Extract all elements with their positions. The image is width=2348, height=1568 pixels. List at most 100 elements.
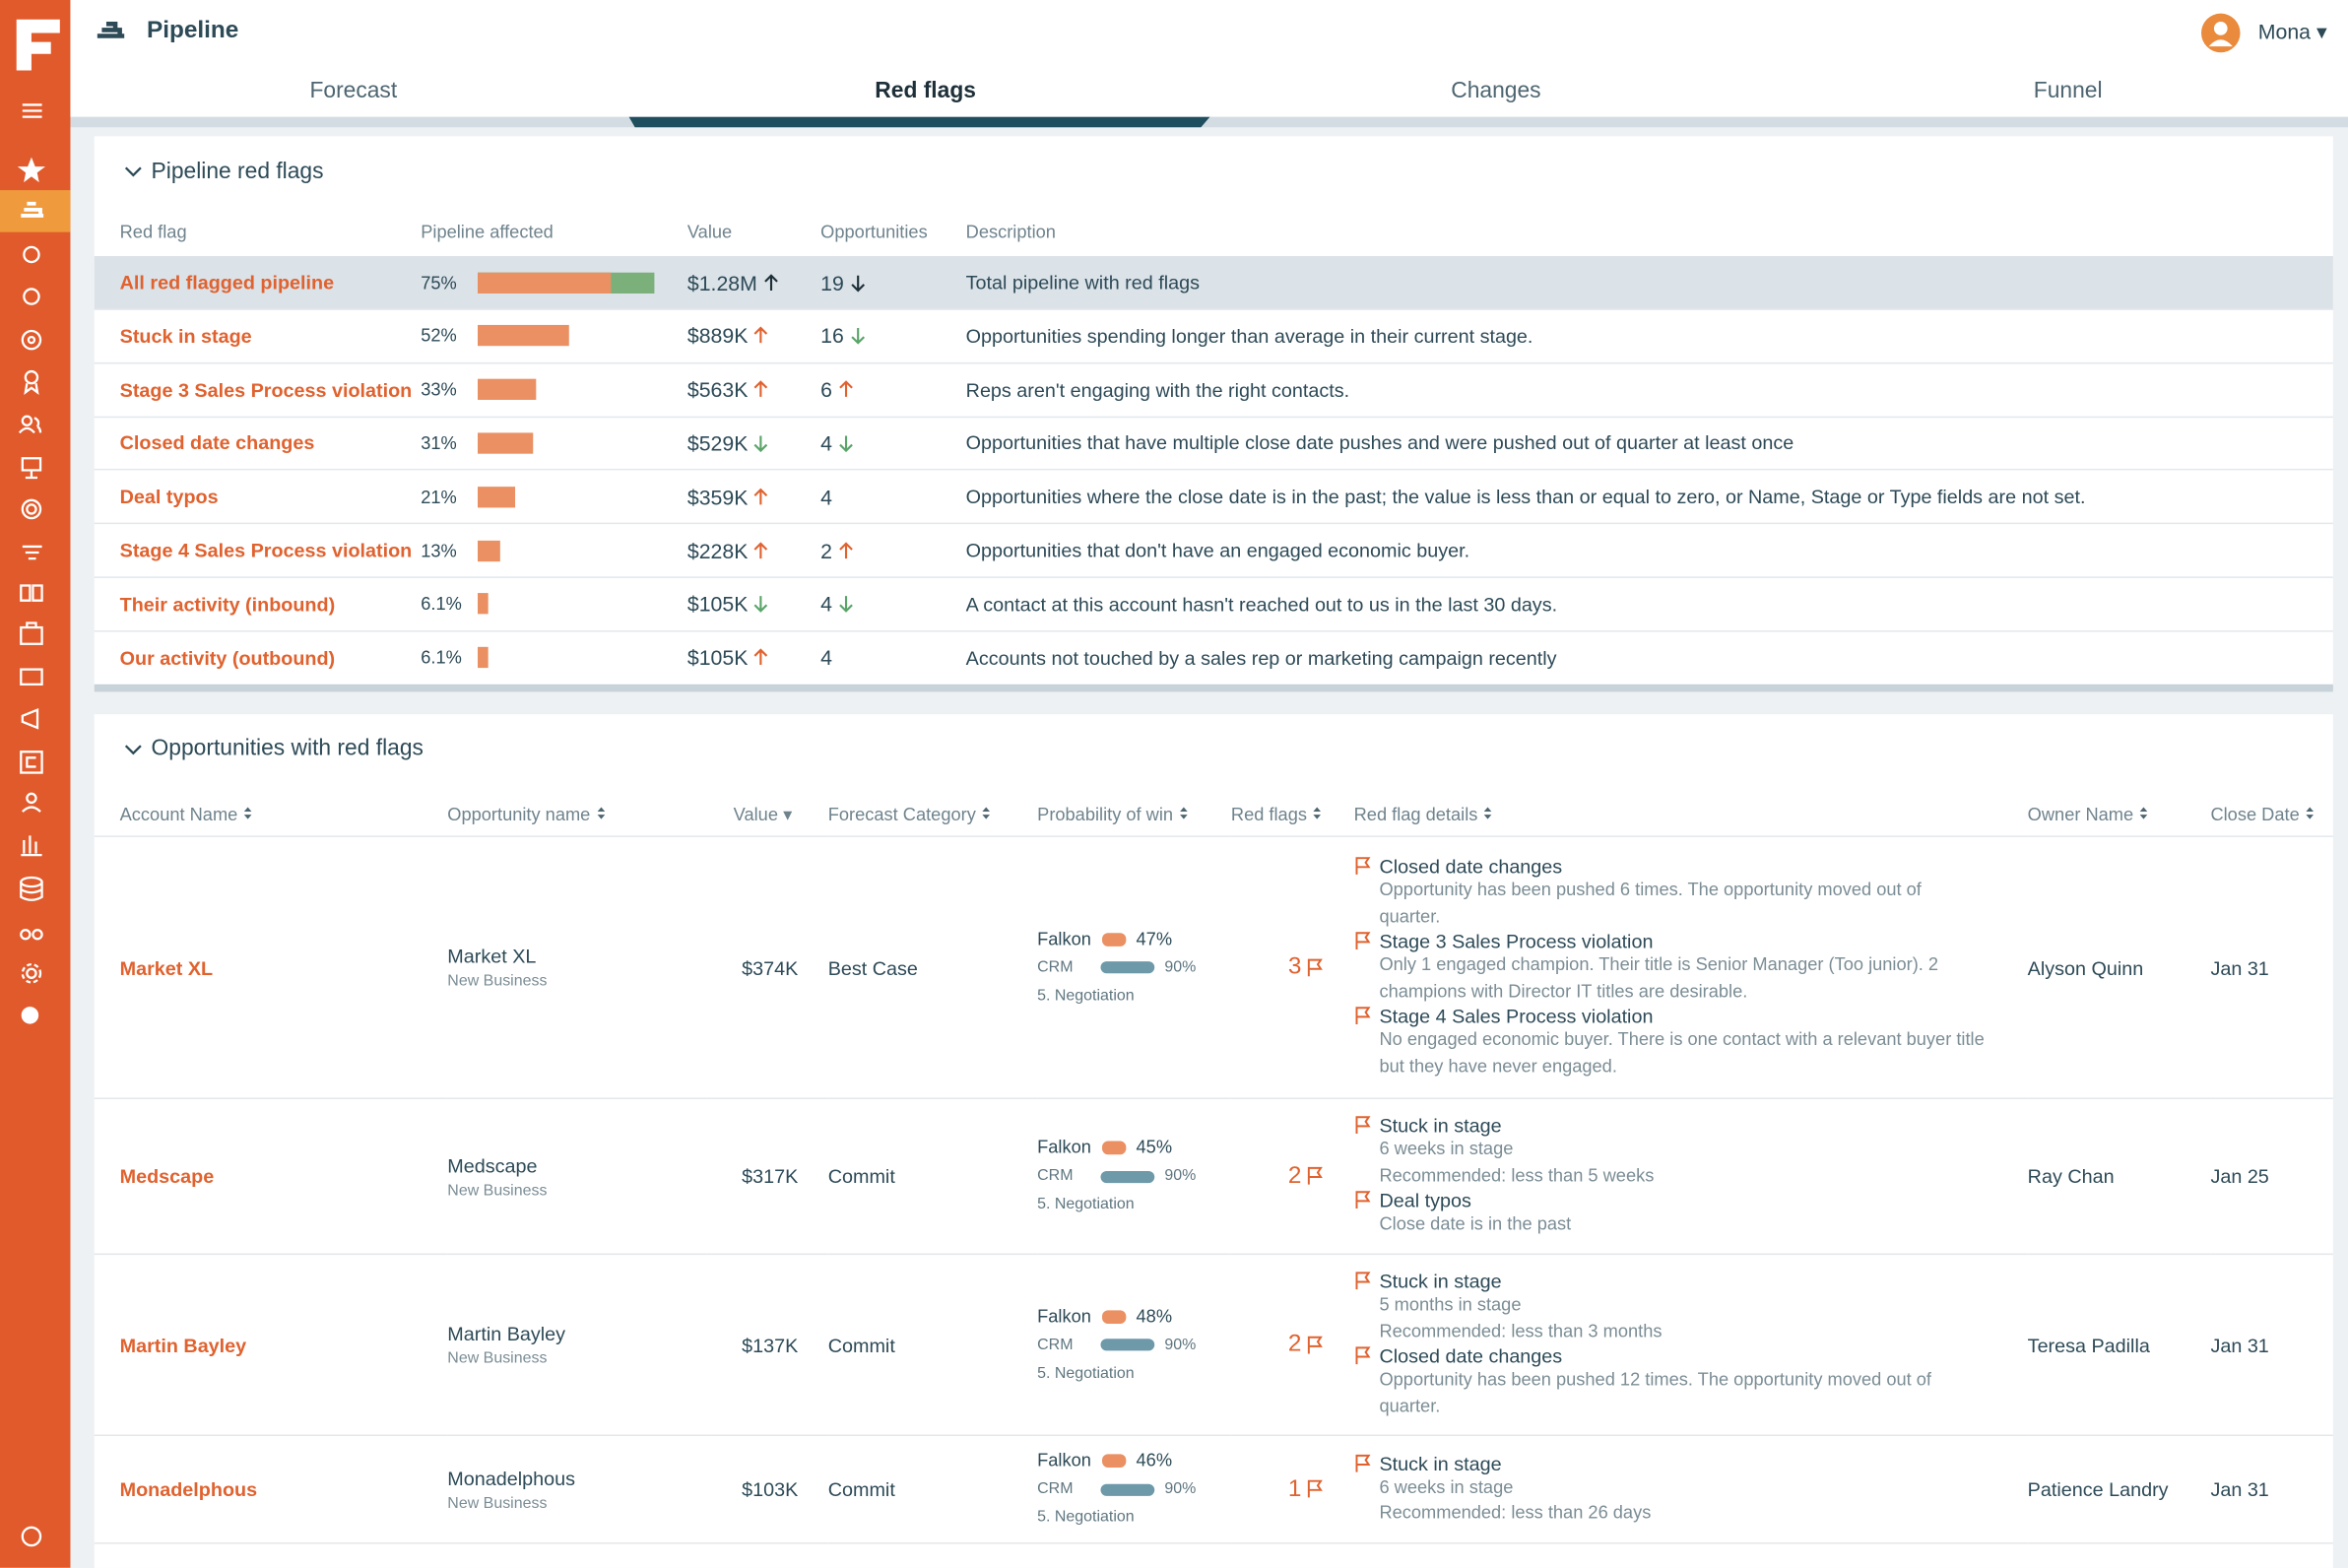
- sidebar: [0, 0, 71, 1568]
- flag-name[interactable]: Stuck in stage: [119, 324, 252, 348]
- column-header[interactable]: Close Date: [2210, 792, 2333, 837]
- tab[interactable]: Changes: [1451, 78, 1541, 103]
- sort-icon[interactable]: ▾: [783, 803, 793, 824]
- falkon-value: 48%: [1136, 1305, 1173, 1327]
- forecast-category: Best Case: [827, 836, 1038, 1099]
- opportunity-type: New Business: [447, 1180, 548, 1200]
- tab[interactable]: Red flags: [875, 78, 976, 103]
- pipeline-affected: 6.1%: [421, 593, 687, 615]
- crm-bar: [1100, 1482, 1154, 1496]
- table-row: Stage 4 Sales Process violation 13% $228K 2…: [94, 524, 2333, 578]
- description: Opportunities spending longer than avera…: [965, 324, 1533, 348]
- flag-count: 1: [1231, 1475, 1354, 1502]
- column-label: Value: [733, 803, 778, 824]
- flag-name[interactable]: Stage 3 Sales Process violation: [119, 378, 413, 401]
- crm-bar: [1100, 1339, 1154, 1351]
- pipeline-affected: 31%: [421, 432, 687, 454]
- close-date: Jan 25: [2210, 1098, 2333, 1256]
- tab[interactable]: Forecast: [309, 78, 398, 103]
- value-text: $1.28M: [686, 270, 757, 294]
- column-header: Pipeline affected: [421, 222, 554, 243]
- flag-icon: [1308, 1335, 1324, 1353]
- avatar[interactable]: [2199, 12, 2242, 54]
- value-text: $359K: [686, 485, 749, 509]
- opportunities: 6: [820, 377, 965, 402]
- collapse-icon[interactable]: [124, 166, 142, 178]
- detail-text: Recommended: less than 3 months: [1379, 1320, 1663, 1341]
- sort-icon[interactable]: [595, 805, 606, 819]
- column-header[interactable]: Red flag details: [1353, 792, 2028, 837]
- detail-title-text: Deal typos: [1379, 1189, 1471, 1212]
- column-header[interactable]: Value ▾: [705, 792, 828, 837]
- column-header[interactable]: Red flags: [1230, 792, 1354, 837]
- sort-icon[interactable]: [242, 805, 253, 819]
- detail-title: Stage 3 Sales Process violation: [1354, 930, 1986, 952]
- sort-icon[interactable]: [1482, 805, 1493, 819]
- account-name[interactable]: Medscape: [94, 1098, 448, 1256]
- sort-icon[interactable]: [2305, 805, 2315, 819]
- table-row: Monadelphous Monadelphous New Business $103…: [94, 1435, 2333, 1544]
- close-date: Jan 31: [2210, 836, 2333, 1099]
- account-name[interactable]: Market XL: [94, 836, 448, 1099]
- collapse-icon[interactable]: [124, 745, 142, 756]
- probability: Falkon 48% CRM 90% 5. Negotiation: [1037, 1254, 1231, 1437]
- crm-label: CRM: [1037, 1166, 1074, 1185]
- table-row: Our activity (outbound) 6.1% $105K 4 Account…: [94, 631, 2333, 686]
- opportunities-text: 6: [820, 377, 833, 402]
- flag-name[interactable]: Deal typos: [119, 485, 219, 508]
- flag-name[interactable]: Their activity (inbound): [119, 592, 336, 616]
- pipeline-affected: 33%: [421, 378, 687, 401]
- opportunities-table: Account Name Opportunity name Value ▾ For…: [94, 792, 2333, 1544]
- flag-icon: [1355, 1454, 1371, 1471]
- opportunities-text: 2: [820, 538, 833, 562]
- probability: Falkon 47% CRM 90% 5. Negotiation: [1037, 836, 1231, 1099]
- opportunities: 2: [820, 539, 965, 562]
- column-header[interactable]: Forecast Category: [827, 792, 1038, 837]
- account-name[interactable]: Martin Bayley: [94, 1254, 448, 1437]
- opportunity-name: Market XL: [447, 945, 537, 968]
- flag-name[interactable]: All red flagged pipeline: [119, 271, 335, 294]
- column-header[interactable]: Opportunity name: [447, 792, 706, 837]
- detail-text: Recommended: less than 26 days: [1379, 1501, 1652, 1524]
- flag-name[interactable]: Our activity (outbound): [119, 646, 336, 670]
- flag-count-text: 3: [1287, 953, 1302, 980]
- tab[interactable]: Funnel: [2033, 78, 2103, 103]
- flag-count-text: 1: [1287, 1475, 1302, 1502]
- detail-text: 6 weeks in stage: [1379, 1475, 1514, 1497]
- opportunities-text: 19: [820, 270, 844, 294]
- value-text: $889K: [686, 323, 749, 349]
- account-name[interactable]: Monadelphous: [94, 1435, 448, 1544]
- flag-name[interactable]: Closed date changes: [119, 431, 315, 455]
- falkon-bar: [1101, 1454, 1126, 1469]
- user-name[interactable]: Mona: [2257, 19, 2312, 44]
- value: $374K: [705, 836, 828, 1099]
- detail-text: Opportunity has been pushed 6 times. The…: [1379, 879, 1922, 927]
- detail-title-text: Stage 3 Sales Process violation: [1379, 930, 1654, 952]
- column-header[interactable]: Probability of win: [1037, 792, 1231, 837]
- column-header[interactable]: Owner Name: [2027, 792, 2211, 837]
- detail-title: Stuck in stage: [1354, 1115, 1986, 1137]
- logo: [16, 19, 60, 71]
- forecast-category: Commit: [827, 1098, 1038, 1256]
- close-date: Jan 31: [2210, 1254, 2333, 1437]
- trend-arrow: [754, 380, 768, 398]
- falkon-label: Falkon: [1037, 1305, 1091, 1327]
- column-header[interactable]: Account Name: [94, 792, 448, 837]
- flag-count-text: 2: [1287, 1331, 1302, 1357]
- sort-icon[interactable]: [1312, 805, 1323, 819]
- opportunities: 4: [820, 431, 965, 455]
- trend-arrow: [850, 274, 865, 292]
- user-menu[interactable]: Mona ▾: [2257, 19, 2327, 44]
- detail-text: 6 weeks in stage: [1379, 1138, 1514, 1160]
- detail-text: No engaged economic buyer. There is one …: [1379, 1028, 1985, 1077]
- sort-icon[interactable]: [2138, 805, 2149, 819]
- column-label: Red flags: [1230, 803, 1307, 824]
- column-header: Red flag: [119, 222, 187, 243]
- probability: Falkon 45% CRM 90% 5. Negotiation: [1037, 1098, 1231, 1256]
- sort-icon[interactable]: [1178, 805, 1189, 819]
- sort-icon[interactable]: [981, 805, 992, 819]
- flag-name[interactable]: Stage 4 Sales Process violation: [119, 539, 413, 562]
- trend-arrow: [838, 435, 853, 452]
- value-text: $529K: [686, 430, 749, 456]
- flag-icon: [1308, 1166, 1324, 1185]
